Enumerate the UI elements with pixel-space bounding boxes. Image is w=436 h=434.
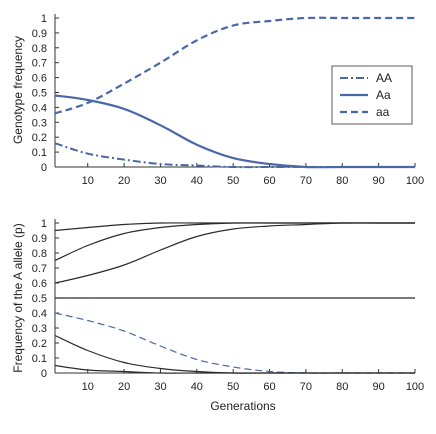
allele-frequency-chart: Frequency of the A allele (p) 0 0.1 0.2 0.3… [11, 218, 424, 413]
x-tick-label: 90 [373, 381, 385, 393]
bottom-axes: 0 0.1 0.2 0.3 0.4 0.5 0.6 0.7 0.8 0.9 1 10 20 30 40 50 6… [32, 218, 424, 393]
x-tick-label: 70 [300, 175, 312, 187]
x-tick-label: 20 [118, 381, 130, 393]
y-tick-label: 0.8 [32, 248, 47, 260]
x-tick-label: 70 [300, 381, 312, 393]
allele-series-line-4 [54, 312, 415, 374]
x-tick-label: 30 [154, 175, 166, 187]
y-tick-label: 0.6 [32, 73, 47, 85]
y-tick-label: 0.8 [32, 43, 47, 55]
x-tick-label: 60 [263, 175, 275, 187]
y-tick-label: 0.4 [32, 308, 47, 320]
y-tick-label: 0 [41, 368, 47, 380]
x-tick-label: 100 [406, 381, 424, 393]
genotype-frequency-chart: Genotype frequency 0 0.1 0.2 0.3 0.4 0.5 0.6 0.… [11, 13, 424, 187]
allele-series-line-6 [54, 364, 415, 374]
y-tick-label: 0.2 [32, 338, 47, 350]
genotype-series-line-2 [54, 16, 415, 115]
y-tick-label: 0.9 [32, 233, 47, 245]
y-tick-label: 0.5 [32, 293, 47, 305]
x-tick-label: 50 [227, 381, 239, 393]
x-tick-label: 60 [263, 381, 275, 393]
legend-label: Aa [376, 88, 391, 102]
y-tick-label: 1 [41, 13, 47, 25]
x-tick-label: 10 [82, 175, 94, 187]
y-tick-label: 1 [41, 218, 47, 230]
y-tick-label: 0.7 [32, 58, 47, 70]
x-tick-label: 40 [191, 381, 203, 393]
x-tick-label: 50 [227, 175, 239, 187]
x-tick-label: 80 [336, 381, 348, 393]
legend-label: AA [376, 71, 392, 85]
y-tick-label: 0.2 [32, 132, 47, 144]
x-axis-label: Generations [210, 399, 275, 413]
y-tick-label: 0.3 [32, 323, 47, 335]
bottom-y-axis-label-text: Frequency of the A allele (p) [11, 223, 25, 372]
y-tick-label: 0.9 [32, 28, 47, 40]
y-tick-label: 0.1 [32, 147, 47, 159]
bottom-y-axis-label: Frequency of the A allele (p) [11, 223, 25, 372]
y-tick-label: 0 [41, 162, 47, 174]
legend: AA Aa aa [331, 65, 413, 125]
top-axes: 0 0.1 0.2 0.3 0.4 0.5 0.6 0.7 0.8 0.9 1 10 20 30 40 50 6… [32, 13, 424, 187]
x-tick-label: 90 [373, 175, 385, 187]
x-tick-label: 20 [118, 175, 130, 187]
genotype-series-line-1 [54, 94, 415, 169]
allele-series-line-2 [54, 222, 415, 284]
x-tick-label: 100 [406, 175, 424, 187]
x-tick-label: 80 [336, 175, 348, 187]
genotype-series-line-0 [54, 142, 415, 169]
legend-label: aa [376, 105, 390, 119]
top-y-axis-label: Genotype frequency [11, 36, 25, 144]
y-tick-label: 0.5 [32, 88, 47, 100]
top-series-lines [54, 16, 415, 169]
x-tick-label: 30 [154, 381, 166, 393]
bottom-series-lines [54, 222, 415, 374]
y-tick-label: 0.7 [32, 263, 47, 275]
y-tick-label: 0.6 [32, 278, 47, 290]
x-tick-label: 40 [191, 175, 203, 187]
y-tick-label: 0.3 [32, 117, 47, 129]
y-tick-label: 0.1 [32, 353, 47, 365]
x-tick-label: 10 [82, 381, 94, 393]
y-tick-label: 0.4 [32, 102, 47, 114]
